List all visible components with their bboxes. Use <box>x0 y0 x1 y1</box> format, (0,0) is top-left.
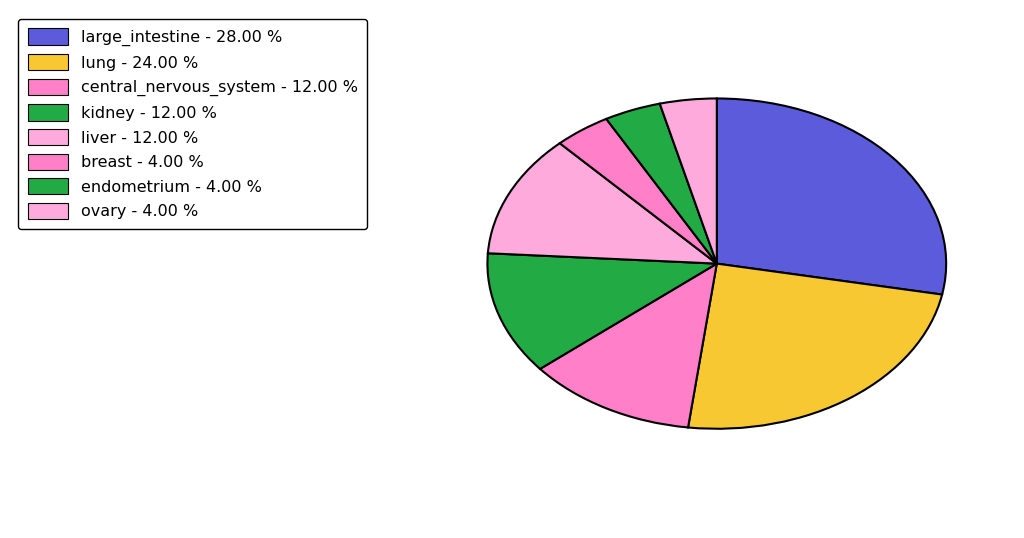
Wedge shape <box>487 253 717 369</box>
Wedge shape <box>560 119 717 264</box>
Wedge shape <box>659 98 717 264</box>
Wedge shape <box>487 143 717 264</box>
Wedge shape <box>688 264 942 429</box>
Wedge shape <box>540 264 717 428</box>
Wedge shape <box>606 104 717 264</box>
Wedge shape <box>717 98 946 295</box>
Legend: large_intestine - 28.00 %, lung - 24.00 %, central_nervous_system - 12.00 %, kid: large_intestine - 28.00 %, lung - 24.00 … <box>18 19 367 229</box>
